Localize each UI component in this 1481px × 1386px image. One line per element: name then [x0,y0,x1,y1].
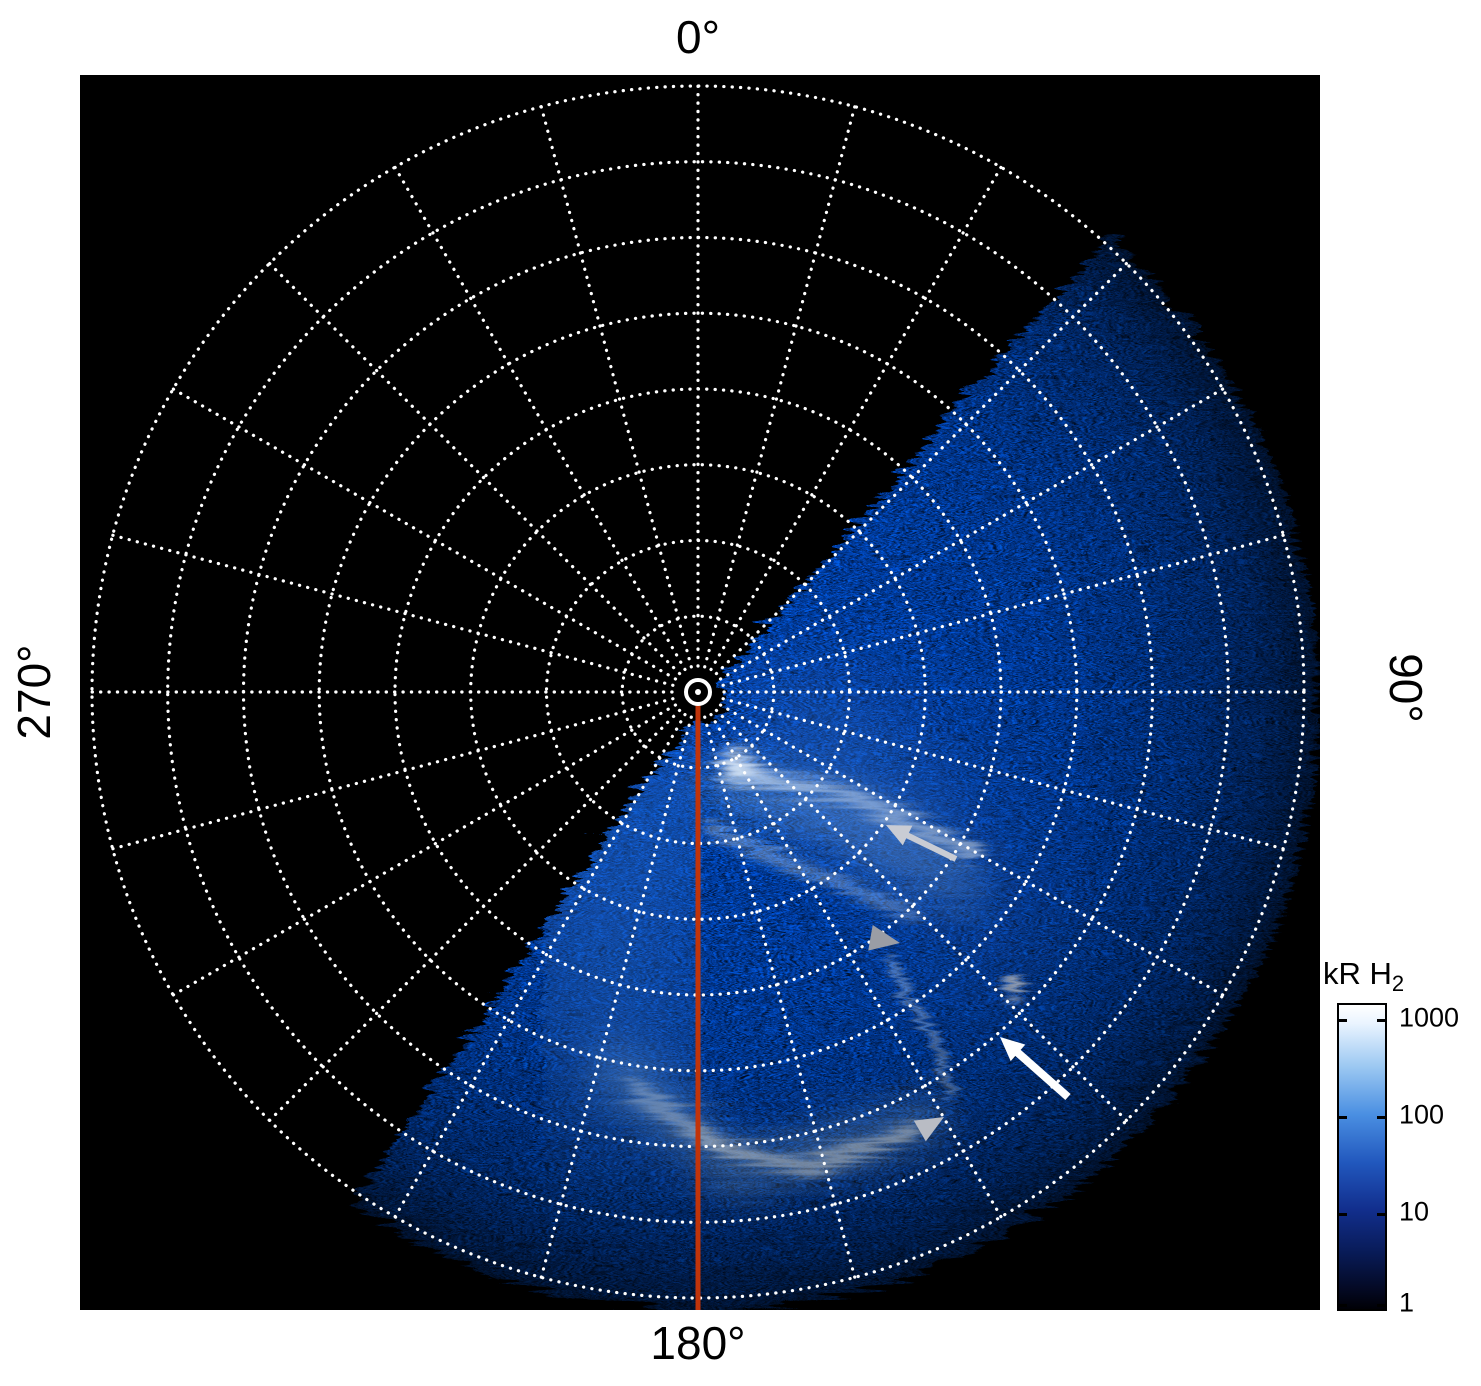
colorbar-tick-label: 10 [1399,1196,1430,1227]
colorbar-tick-label: 1000 [1399,1002,1460,1033]
polar-plot-canvas [90,84,1313,1310]
colorbar-title-text: kR H [1323,956,1392,991]
colorbar-tick-mark [1339,1212,1347,1216]
azimuth-label-90: 90° [1380,653,1432,723]
colorbar: 1000 100 10 1 [1337,1002,1481,1318]
azimuth-label-180: 180° [650,1317,746,1369]
colorbar-title-subscript: 2 [1391,971,1405,997]
white-arrow [1000,1037,1071,1100]
colorbar-title: kR H2 [1323,956,1404,997]
pole-marker [684,678,712,706]
colorbar-tick-label: 1 [1399,1287,1415,1318]
east-faint-arc [877,948,949,1090]
colorbar-tick-mark [1377,1212,1385,1216]
secondary-arc [697,818,911,914]
grid-spoke [267,261,682,676]
grid-spoke [110,533,675,687]
colorbar-tick-label: 100 [1399,1099,1445,1130]
grid-spoke [393,165,687,672]
plot-area [80,75,1320,1310]
lower-gray-arrowhead [913,1117,944,1142]
grid-spoke [171,387,678,681]
colorbar-tick-mark [1377,1115,1385,1119]
azimuth-label-0: 0° [676,11,720,63]
mid-gray-arrowhead [868,925,900,951]
annotations [868,825,1071,1142]
polar-streaks-glow [735,670,945,880]
inner-diffuse-glow [501,714,731,1162]
colorbar-tick-mark [1377,1018,1385,1022]
grid-spoke [110,697,675,851]
azimuth-label-270: 270° [8,644,60,740]
colorbar-tick-mark [1339,1115,1347,1119]
upper-gray-arrow [886,825,958,862]
colorbar-gradient [1337,1003,1387,1311]
colorbar-tick-mark [1377,1303,1385,1307]
grid-spoke [539,105,693,669]
colorbar-tick-mark [1339,1303,1347,1307]
colorbar-tick-mark [1339,1018,1347,1022]
